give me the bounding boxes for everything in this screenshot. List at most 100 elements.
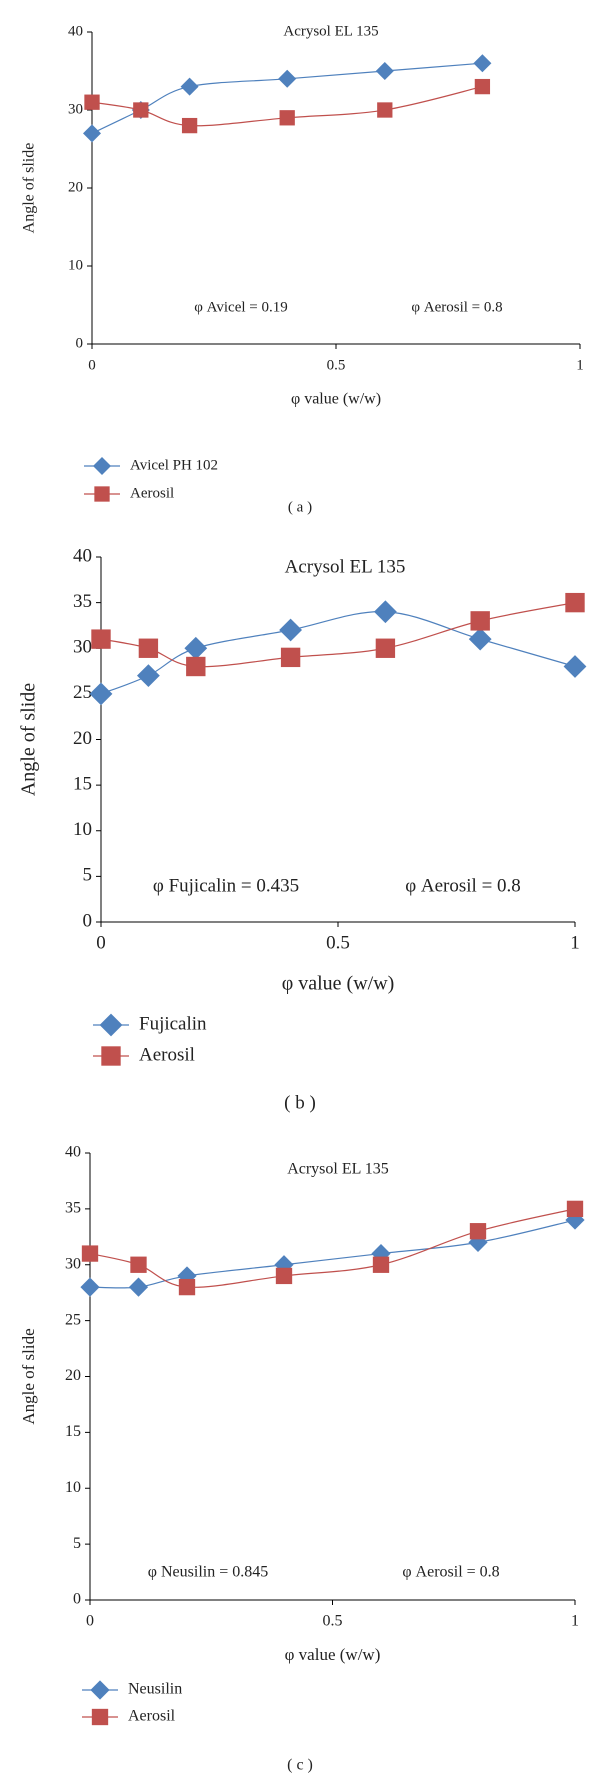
y-tick-label: 10 [68, 257, 83, 273]
marker-diamond [279, 618, 302, 642]
y-tick-label: 30 [68, 101, 83, 117]
marker-square [101, 1046, 121, 1066]
chart-title: Acrysol EL 135 [285, 556, 406, 577]
marker-square [94, 486, 110, 502]
x-tick-label: 0 [86, 1613, 94, 1630]
legend-label: Aerosil [128, 1708, 176, 1725]
marker-square [566, 1200, 584, 1218]
x-tick-label: 0 [96, 932, 106, 953]
series-line [89, 1208, 576, 1288]
y-tick-label: 35 [73, 591, 92, 612]
annotation: φ Aerosil = 0.8 [411, 299, 502, 315]
legend-label: Neusilin [128, 1681, 182, 1698]
y-tick-label: 10 [65, 1479, 81, 1496]
marker-diamond [374, 600, 397, 624]
marker-square [130, 1256, 147, 1273]
x-tick-label: 0.5 [326, 932, 350, 953]
y-tick-label: 0 [83, 910, 93, 931]
marker-diamond [128, 1277, 149, 1297]
marker-square [84, 94, 100, 110]
y-tick-label: 30 [73, 637, 92, 658]
y-tick-label: 25 [65, 1311, 81, 1328]
marker-diamond [80, 1277, 100, 1297]
y-axis-label: Angle of slide [18, 683, 40, 796]
marker-square [275, 1267, 293, 1285]
marker-diamond [137, 664, 160, 688]
caption: ( b ) [284, 1092, 316, 1113]
marker-diamond [184, 636, 208, 660]
marker-square [375, 638, 396, 658]
y-tick-label: 0 [76, 335, 84, 351]
chart-title: Acrysol EL 135 [287, 1161, 389, 1178]
y-tick-label: 40 [65, 1144, 81, 1161]
marker-diamond [90, 1680, 110, 1700]
y-axis-label: Angle of slide [19, 1328, 38, 1424]
marker-square [469, 1223, 487, 1240]
marker-square [91, 629, 111, 649]
marker-square [565, 592, 585, 613]
series-line [89, 1219, 576, 1289]
legend-label: Fujicalin [139, 1013, 207, 1034]
marker-square [181, 117, 198, 134]
y-tick-label: 0 [73, 1591, 81, 1608]
marker-square [372, 1256, 390, 1273]
y-tick-label: 5 [73, 1535, 81, 1552]
marker-diamond [89, 682, 113, 706]
marker-diamond [473, 54, 492, 73]
y-tick-label: 25 [73, 682, 92, 703]
x-axis-label: φ value (w/w) [291, 391, 381, 408]
x-tick-label: 0.5 [323, 1613, 343, 1630]
annotation: φ Aerosil = 0.8 [405, 875, 521, 896]
caption: ( c ) [287, 1757, 313, 1774]
legend-label: Aerosil [130, 485, 174, 501]
marker-square [470, 611, 490, 631]
x-tick-label: 0.5 [327, 357, 346, 373]
y-tick-label: 20 [65, 1367, 81, 1384]
y-tick-label: 15 [73, 773, 92, 794]
marker-square [81, 1245, 99, 1262]
x-axis-label: φ value (w/w) [285, 1645, 381, 1664]
y-tick-label: 5 [83, 865, 93, 886]
annotation: φ Neusilin = 0.845 [148, 1564, 268, 1581]
marker-diamond [93, 457, 111, 475]
annotation: φ Aerosil = 0.8 [402, 1564, 499, 1581]
marker-square [91, 1708, 109, 1726]
marker-square [280, 647, 301, 668]
y-tick-label: 20 [73, 728, 92, 749]
legend-label: Avicel PH 102 [130, 457, 218, 473]
marker-square [279, 110, 295, 126]
marker-square [186, 656, 206, 677]
marker-diamond [83, 124, 101, 143]
series-line [100, 602, 576, 668]
marker-square [474, 78, 491, 95]
marker-diamond [563, 655, 587, 678]
marker-diamond [274, 1255, 294, 1275]
marker-square [377, 102, 393, 118]
y-tick-label: 40 [73, 545, 92, 566]
marker-square [138, 638, 159, 658]
marker-square [178, 1278, 196, 1296]
x-tick-label: 1 [576, 357, 584, 373]
y-tick-label: 35 [65, 1200, 81, 1217]
annotation: φ Avicel = 0.19 [194, 299, 288, 315]
marker-square [133, 102, 149, 118]
x-tick-label: 0 [88, 357, 96, 373]
series-line [100, 611, 576, 695]
legend-label: Aerosil [139, 1044, 195, 1065]
chart-title: Acrysol EL 135 [283, 23, 378, 39]
y-tick-label: 30 [65, 1255, 81, 1272]
caption: ( a ) [288, 499, 312, 515]
marker-diamond [99, 1013, 123, 1037]
y-axis-label: Angle of slide [21, 143, 38, 234]
y-tick-label: 10 [73, 819, 92, 840]
marker-diamond [180, 77, 199, 96]
marker-diamond [278, 69, 297, 88]
marker-diamond [375, 62, 394, 80]
y-tick-label: 20 [68, 179, 83, 195]
x-tick-label: 1 [571, 1613, 579, 1630]
y-tick-label: 15 [65, 1423, 81, 1440]
annotation: φ Fujicalin = 0.435 [153, 875, 299, 896]
x-axis-label: φ value (w/w) [282, 973, 395, 995]
marker-diamond [468, 627, 492, 651]
